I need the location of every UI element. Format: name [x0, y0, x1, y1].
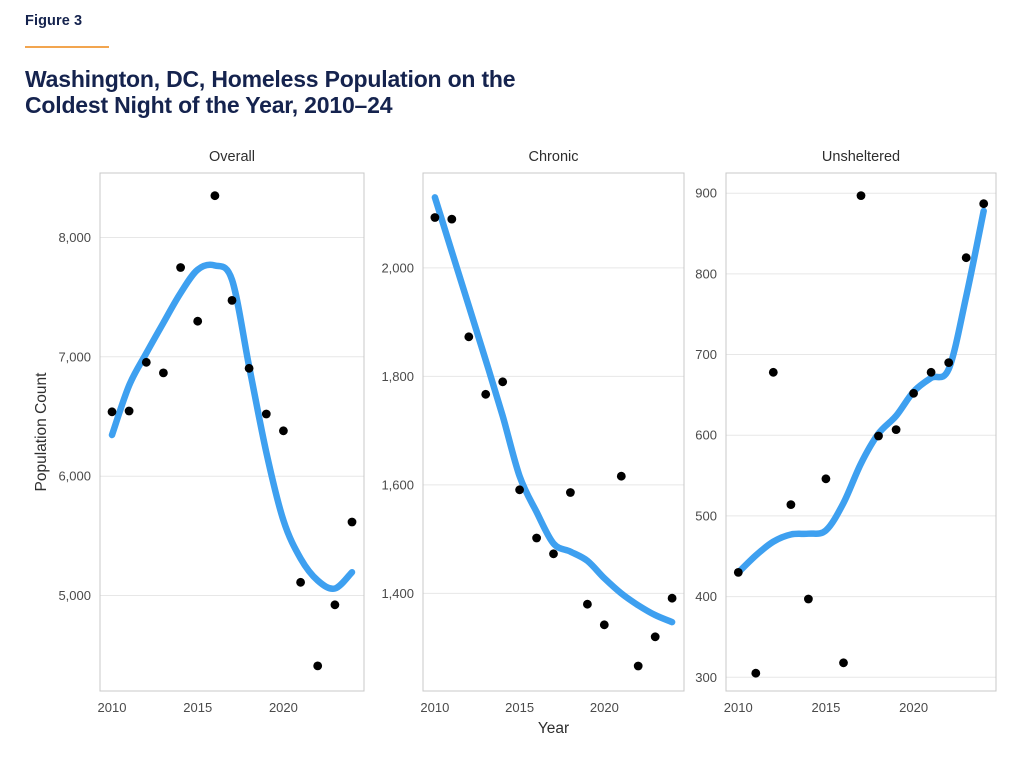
- figure-title-line-2: Coldest Night of the Year, 2010–24: [25, 92, 393, 118]
- trend-line: [431, 194, 676, 626]
- data-point: [786, 500, 796, 509]
- y-tick-label: 500: [695, 508, 717, 523]
- y-tick-label: 1,800: [381, 369, 414, 384]
- trend-line: [108, 261, 356, 592]
- data-point: [261, 409, 271, 419]
- x-tick-label: 2020: [269, 700, 298, 715]
- panel-title: Overall: [209, 149, 255, 165]
- data-point: [804, 594, 813, 604]
- data-point: [616, 471, 626, 481]
- panel-title: Unsheltered: [822, 149, 900, 165]
- y-tick-label: 400: [695, 589, 717, 604]
- y-tick-label: 800: [695, 266, 717, 281]
- y-tick-label: 300: [695, 670, 717, 685]
- x-tick-label: 2010: [420, 700, 449, 715]
- data-point: [821, 474, 831, 484]
- figure-label: Figure 3: [25, 13, 83, 29]
- data-point: [296, 577, 305, 587]
- data-point: [193, 316, 203, 326]
- data-point: [961, 253, 971, 263]
- y-tick-label: 2,000: [381, 260, 414, 275]
- trend-line: [735, 207, 987, 576]
- data-point: [667, 593, 677, 603]
- y-axis-title: Population Count: [33, 372, 50, 492]
- data-point: [549, 549, 558, 559]
- y-tick-label: 8,000: [58, 230, 91, 245]
- x-axis-title: Year: [538, 720, 569, 737]
- data-point: [979, 199, 989, 209]
- data-point: [515, 485, 524, 495]
- panel-chronic: Chronic 1,400 1,600 1,800 2,000 2010 2015 2020: [381, 149, 685, 715]
- data-point: [891, 425, 901, 434]
- data-point: [279, 426, 288, 436]
- y-tick-label: 700: [695, 347, 717, 362]
- figure-label-rule: [25, 46, 109, 48]
- chart: Overall 5,000 6,000 7,000 8,000 2010 2015 2020 C…: [0, 145, 1024, 767]
- data-point: [141, 357, 151, 367]
- x-tick-label: 2020: [899, 700, 928, 715]
- data-point: [768, 367, 778, 377]
- data-point: [583, 599, 592, 609]
- data-point: [159, 368, 168, 378]
- y-tick-label: 1,400: [381, 586, 414, 601]
- data-point: [447, 214, 457, 224]
- data-point: [944, 358, 954, 367]
- data-point: [330, 600, 340, 610]
- data-point: [481, 389, 491, 399]
- data-point: [650, 632, 660, 642]
- data-point: [430, 213, 440, 222]
- data-point: [599, 620, 609, 630]
- data-point: [313, 661, 323, 671]
- panel-border: [422, 172, 685, 692]
- data-point: [176, 263, 186, 272]
- data-point: [926, 367, 936, 377]
- data-point: [244, 363, 254, 373]
- data-point: [751, 668, 761, 678]
- data-point: [839, 658, 848, 668]
- data-point: [347, 517, 357, 527]
- y-tick-label: 6,000: [58, 469, 91, 484]
- y-tick-label: 7,000: [58, 349, 91, 364]
- data-point: [733, 568, 743, 577]
- figure-title: Washington, DC, Homeless Population on t…: [25, 66, 516, 118]
- data-point: [633, 661, 643, 671]
- data-point: [464, 332, 474, 342]
- y-tick-label: 600: [695, 428, 717, 443]
- panel-unsheltered: Unsheltered 300 400 500 600 700 800 900 2010 2015…: [695, 149, 997, 715]
- data-point: [498, 377, 508, 387]
- y-tick-label: 5,000: [58, 588, 91, 603]
- x-tick-label: 2015: [183, 700, 212, 715]
- data-point: [124, 406, 134, 416]
- panel-overall: Overall 5,000 6,000 7,000 8,000 2010 2015 2020: [58, 149, 365, 715]
- x-tick-label: 2010: [98, 700, 127, 715]
- figure-title-line-1: Washington, DC, Homeless Population on t…: [25, 66, 516, 92]
- panel-title: Chronic: [529, 149, 579, 165]
- panel-border: [725, 172, 997, 692]
- data-point: [227, 296, 237, 305]
- x-tick-label: 2015: [505, 700, 534, 715]
- y-tick-label: 900: [695, 186, 717, 201]
- y-tick-label: 1,600: [381, 477, 414, 492]
- data-point: [909, 388, 918, 398]
- data-point: [210, 191, 220, 201]
- data-point: [874, 431, 883, 441]
- data-point: [566, 488, 575, 497]
- data-point: [532, 533, 541, 543]
- x-tick-label: 2010: [724, 700, 753, 715]
- x-tick-label: 2020: [590, 700, 619, 715]
- data-point: [856, 191, 866, 200]
- data-point: [107, 407, 117, 417]
- x-tick-label: 2015: [811, 700, 840, 715]
- panel-border: [99, 172, 365, 692]
